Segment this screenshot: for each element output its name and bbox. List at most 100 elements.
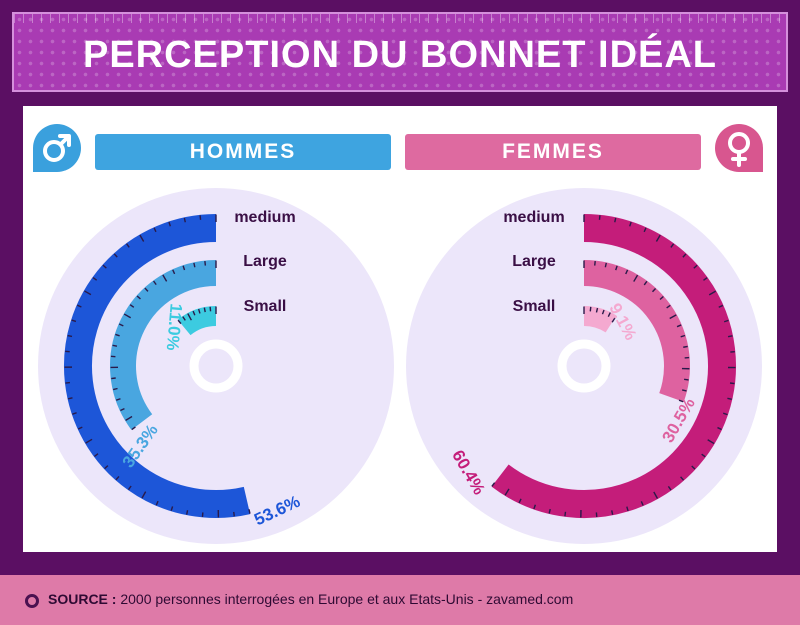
femmes-category-label: Large: [512, 253, 556, 270]
femmes-category-label: Small: [513, 298, 556, 315]
femmes-tick: [667, 485, 672, 491]
hommes-tick: [126, 243, 130, 248]
femmes-bar-medium: [491, 214, 736, 518]
hommes-tick: [182, 265, 186, 271]
hommes-tick: [123, 313, 132, 319]
femmes-tick: [611, 510, 614, 515]
hommes-tick: [203, 307, 206, 313]
hommes-category-label: Large: [243, 253, 287, 270]
femmes-tick: [703, 277, 708, 281]
femmes-tick: [729, 382, 735, 385]
femmes-tick: [604, 262, 607, 268]
hommes-tick: [92, 276, 98, 281]
femmes-tick: [680, 476, 685, 481]
femmes-tick: [601, 309, 605, 315]
femmes-tick: [707, 439, 715, 445]
hommes-tick: [248, 509, 251, 514]
femmes-tick: [491, 482, 496, 487]
femmes-tick: [708, 290, 717, 296]
femmes-tick: [701, 453, 706, 458]
femmes-tick: [607, 312, 611, 317]
hommes-tick: [72, 412, 77, 415]
hommes-tick: [76, 304, 82, 308]
female-symbol-icon: [728, 132, 750, 167]
hommes-tick: [183, 217, 186, 223]
hommes-tick: [71, 319, 77, 323]
source-footer: SOURCE : 2000 personnes interrogées en E…: [0, 575, 800, 625]
femmes-tick: [629, 221, 632, 227]
hommes-category-label: medium: [234, 209, 295, 226]
hommes-tick: [193, 262, 196, 268]
hommes-tick: [168, 221, 172, 227]
femmes-tick: [643, 280, 648, 286]
femmes-category-label: medium: [503, 209, 564, 226]
femmes-tick: [626, 506, 629, 512]
hommes-tick: [172, 269, 176, 275]
femmes-center-ring: [557, 339, 611, 393]
femmes-bar-small: [583, 306, 617, 333]
hommes-bar-large: [110, 260, 217, 430]
hommes-tick: [85, 438, 93, 444]
hommes-tick: [192, 310, 196, 316]
femmes-tick: [614, 217, 617, 223]
femmes-tick: [653, 491, 659, 499]
hommes-tick: [77, 426, 83, 430]
femmes-tick: [615, 265, 618, 271]
femmes-tick: [717, 426, 722, 431]
femmes-tick: [727, 397, 732, 400]
source-label: SOURCE :: [48, 591, 117, 607]
hommes-tick: [185, 510, 189, 515]
hommes-tick: [144, 287, 149, 292]
source-line: SOURCE : 2000 personnes interrogées en E…: [48, 591, 573, 607]
hommes-tick: [111, 377, 116, 380]
femmes-tick: [691, 465, 696, 470]
hommes-tick: [136, 295, 141, 300]
femmes-tick: [533, 504, 537, 510]
femmes-tick: [681, 389, 687, 392]
hommes-tick: [104, 465, 109, 470]
male-symbol-icon: [43, 134, 71, 162]
hommes-tick: [115, 475, 120, 481]
hommes-tick: [102, 264, 107, 269]
hommes-tick: [115, 398, 121, 401]
radial-charts: medium53.6%Large35.3%Small11.0%medium60.…: [38, 188, 762, 544]
femmes-tick: [643, 227, 647, 233]
hommes-tick: [112, 387, 118, 391]
source-text: 2000 personnes interrogées en Europe et …: [120, 591, 574, 607]
femmes-tick: [682, 253, 687, 258]
ruler-decoration: [14, 14, 786, 23]
hommes-tick: [153, 227, 157, 233]
hommes-tick: [152, 280, 157, 286]
hommes-category-label: Small: [244, 298, 287, 315]
hommes-tick: [129, 304, 135, 308]
femmes-tick: [722, 412, 728, 416]
hommes-value-label: 11.0%: [163, 303, 186, 352]
femmes-tick: [633, 274, 639, 282]
female-badge: [715, 124, 763, 172]
circle-bullet-icon: [25, 594, 39, 608]
femmes-tick: [666, 304, 671, 309]
femmes-tick: [611, 315, 617, 323]
femmes-tick: [548, 508, 551, 514]
femmes-tick: [723, 319, 729, 323]
femmes-tick: [727, 335, 733, 338]
femmes-tick: [659, 295, 664, 300]
hommes-tick: [170, 506, 174, 511]
hommes-tick: [84, 290, 92, 296]
hommes-tick: [182, 316, 186, 321]
title-banner: PERCEPTION DU BONNET IDÉAL: [12, 12, 788, 92]
femmes-tick: [683, 345, 688, 348]
hommes-tick: [141, 491, 147, 499]
femmes-tick: [518, 498, 522, 504]
hommes-tick: [94, 453, 99, 457]
femmes-tick: [595, 307, 599, 313]
hommes-tick: [67, 334, 73, 338]
femmes-tick: [693, 264, 698, 269]
hommes-tick: [67, 397, 73, 400]
hommes-tick: [162, 274, 168, 282]
hommes-tick: [65, 381, 71, 384]
hommes-tick: [155, 500, 159, 506]
femmes-tick: [670, 243, 675, 248]
male-badge: [33, 124, 81, 172]
hommes-center-ring: [189, 339, 243, 393]
